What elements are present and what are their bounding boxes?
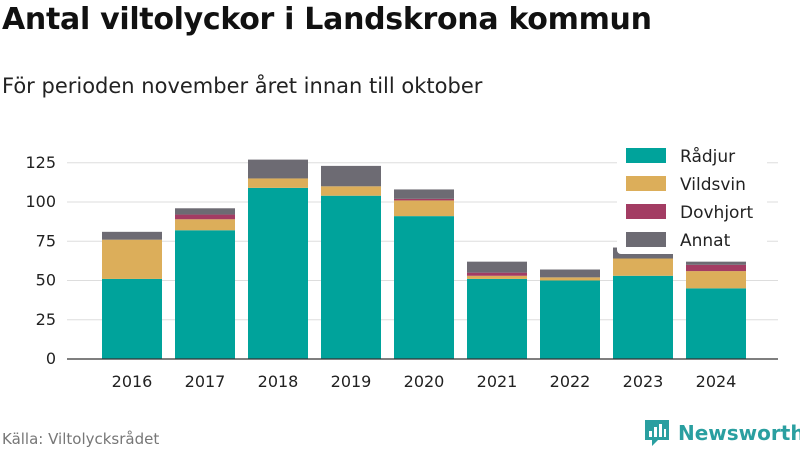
bar-segment — [686, 261, 746, 265]
bar-segment — [540, 277, 600, 281]
legend-background — [617, 140, 767, 254]
x-tick-label: 2016 — [112, 372, 153, 391]
bar-segment — [321, 186, 381, 196]
bar-segment — [540, 269, 600, 278]
y-tick-label: 50 — [36, 271, 56, 290]
y-tick-label: 0 — [46, 349, 56, 368]
chart-subtitle: För perioden november året innan till ok… — [2, 74, 483, 98]
source-note: Källa: Viltolycksrådet — [2, 430, 160, 448]
x-tick-label: 2019 — [331, 372, 372, 391]
x-tick-label: 2024 — [696, 372, 737, 391]
y-tick-label: 125 — [25, 153, 56, 172]
legend-swatch — [626, 232, 666, 247]
bar-segment — [175, 214, 235, 220]
bar-segment — [686, 271, 746, 289]
bar-segment — [248, 187, 308, 359]
bar-segment — [175, 219, 235, 231]
bar-segment — [248, 159, 308, 179]
bar-segment — [175, 230, 235, 359]
bar-segment — [321, 165, 381, 187]
x-tick-label: 2021 — [477, 372, 518, 391]
bar-segment — [467, 272, 527, 276]
y-tick-label: 100 — [25, 192, 56, 211]
x-tick-label: 2017 — [185, 372, 226, 391]
brand-logo: Newsworthy — [644, 419, 800, 447]
legend-label: Vildsvin — [680, 175, 746, 195]
y-tick-label: 25 — [36, 310, 56, 329]
bar-segment — [394, 200, 454, 217]
bar-segment — [613, 275, 673, 359]
legend-label: Annat — [680, 231, 731, 251]
bar-segment — [248, 178, 308, 188]
legend-swatch — [626, 148, 666, 163]
legend-swatch — [626, 176, 666, 191]
bar-segment — [540, 280, 600, 359]
chart-title: Antal viltolyckor i Landskrona kommun — [2, 2, 652, 37]
x-tick-label: 2022 — [550, 372, 591, 391]
bar-segment — [175, 208, 235, 215]
newsworthy-logo-icon — [645, 420, 669, 446]
legend-label: Dovhjort — [680, 203, 753, 223]
bar-segment — [102, 278, 162, 359]
legend-swatch — [626, 204, 666, 219]
bar-segment — [102, 231, 162, 240]
x-tick-label: 2023 — [623, 372, 664, 391]
bar-segment — [394, 189, 454, 199]
bar-segment — [686, 288, 746, 359]
bar-segment — [686, 264, 746, 272]
bar-segment — [102, 239, 162, 279]
bar-segment — [394, 216, 454, 359]
x-tick-label: 2018 — [258, 372, 299, 391]
bar-segment — [613, 258, 673, 276]
bar-segment — [467, 275, 527, 279]
bar-segment — [467, 261, 527, 273]
legend-label: Rådjur — [680, 146, 735, 167]
bar-segment — [394, 198, 454, 201]
x-tick-label: 2020 — [404, 372, 445, 391]
bar-segment — [467, 278, 527, 359]
chart-svg: 0 25 50 75 100 125 2016 2017 2018 2019 2020 2021 202… — [25, 140, 778, 391]
bar-segment — [321, 195, 381, 359]
brand-name: Newsworthy — [678, 421, 800, 445]
y-tick-label: 75 — [36, 231, 56, 250]
